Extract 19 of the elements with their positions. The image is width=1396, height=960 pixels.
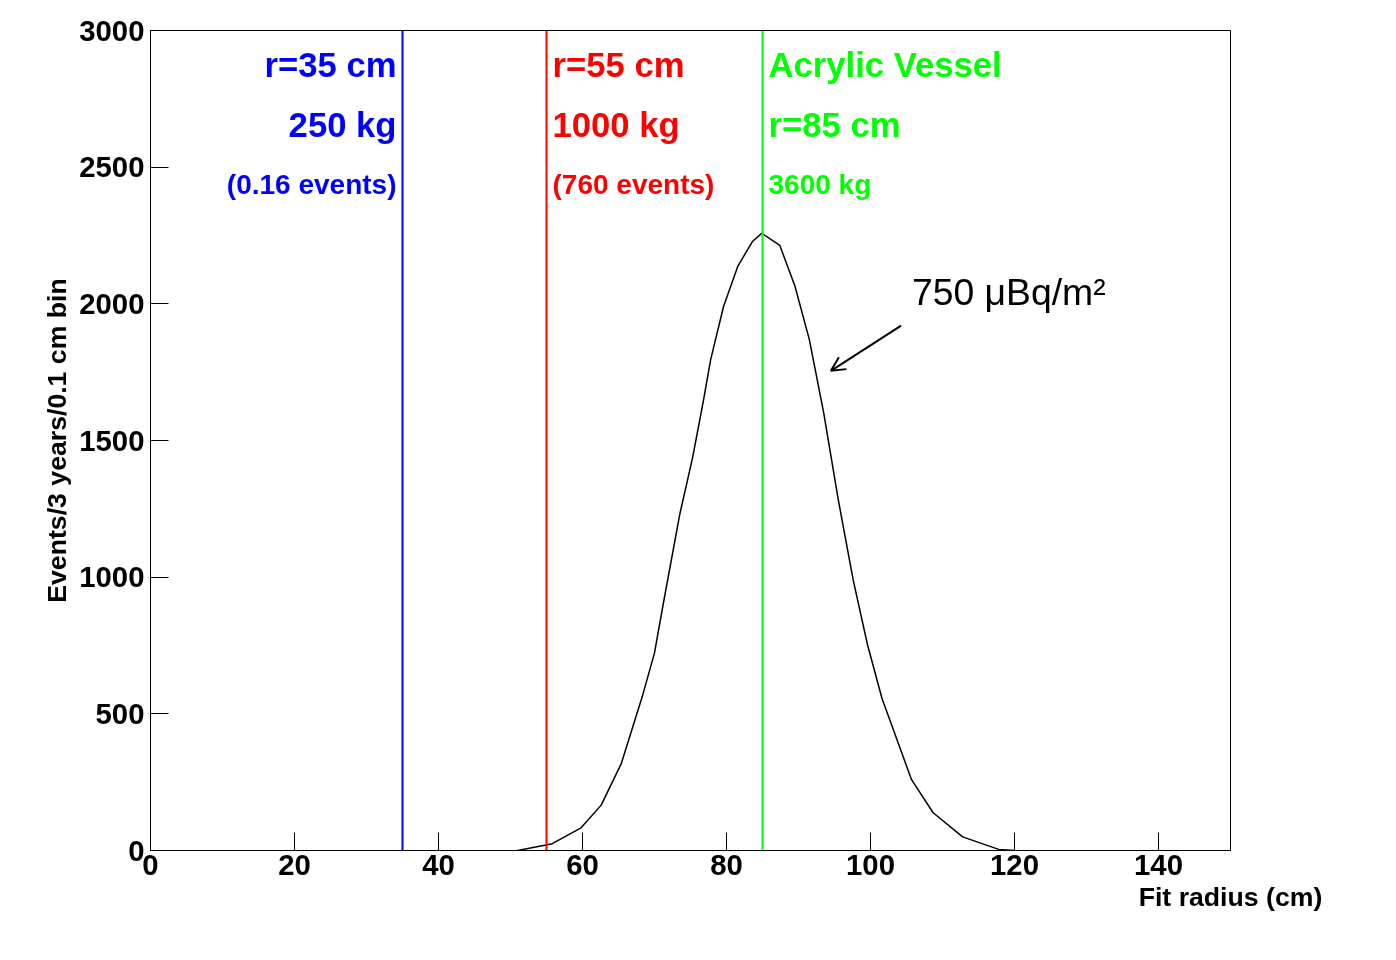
ref-line-label: r=55 cm 1000 kg (760 events): [552, 45, 715, 200]
y-tick-label: 1000: [79, 560, 145, 594]
x-tick-label: 120: [990, 847, 1039, 881]
y-tick-label: 2000: [79, 286, 145, 320]
y-axis-title: Events/3 years/0.1 cm bin: [42, 278, 73, 603]
x-tick-label: 140: [1134, 847, 1183, 881]
x-tick-label: 60: [566, 847, 599, 881]
x-tick-label: 40: [422, 847, 455, 881]
x-tick-label: 80: [710, 847, 743, 881]
ref-line-label: r=35 cm 250 kg (0.16 events): [226, 45, 397, 200]
y-tick-label: 2500: [79, 150, 145, 184]
ref-line-label: Acrylic Vessel r=85 cm 3600 kg: [768, 45, 1002, 200]
x-axis-title: Fit radius (cm): [1138, 881, 1323, 912]
y-tick-label: 1500: [79, 423, 145, 457]
y-tick-label: 500: [95, 696, 145, 730]
annotation: 750 μBq/m²: [911, 271, 1106, 314]
y-tick-label: 3000: [79, 13, 145, 47]
x-tick-label: 20: [278, 847, 311, 881]
x-tick-label: 100: [846, 847, 895, 881]
